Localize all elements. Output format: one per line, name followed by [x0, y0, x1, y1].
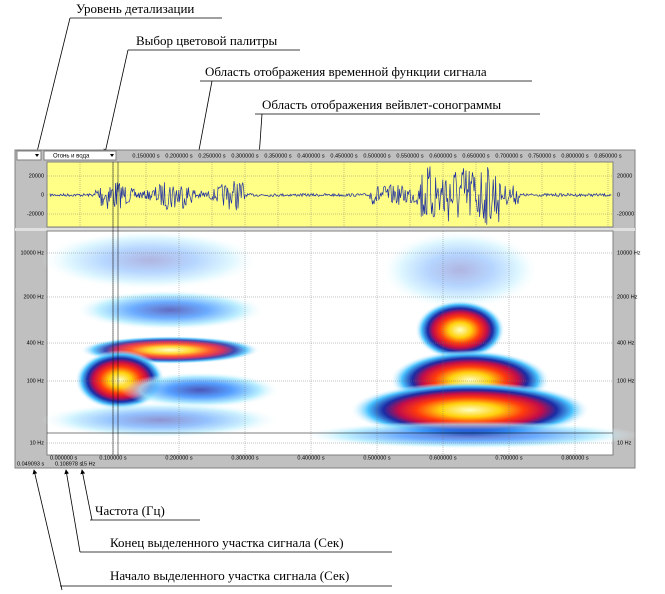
- bottom-axis-label: 0.800000 s: [561, 455, 588, 461]
- top-axis-label: 0.850000 s: [594, 153, 621, 159]
- top-axis-label: 0.200000 s: [165, 153, 192, 159]
- bottom-axis-label: 0.300000 s: [231, 455, 258, 461]
- annotation: Частота (Гц): [95, 503, 165, 518]
- signal-axis-label: 20000: [617, 173, 632, 179]
- sonogram-axis-label: 400 Hz: [27, 340, 45, 346]
- top-axis-label: 0.700000 s: [495, 153, 522, 159]
- signal-axis-label: -20000: [27, 211, 44, 217]
- top-axis-label: 0.600000 s: [429, 153, 456, 159]
- bottom-axis-label: 0.200000 s: [165, 455, 192, 461]
- signal-axis-label: 20000: [29, 173, 44, 179]
- sonogram-axis-label: 100 Hz: [27, 378, 45, 384]
- top-axis-label: 0.250000 s: [198, 153, 225, 159]
- top-axis-label: 0.150000 s: [132, 153, 159, 159]
- sonogram-axis-label: 10000 Hz: [617, 250, 641, 256]
- bottom-axis-label: 0.500000 s: [363, 455, 390, 461]
- signal-axis-label: -20000: [617, 211, 634, 217]
- palette-value: Огонь и вода: [53, 154, 90, 160]
- sonogram-axis-label: 10 Hz: [617, 440, 632, 446]
- waveform: [49, 166, 612, 225]
- bottom-axis-label: 0.600000 s: [429, 455, 456, 461]
- annotation: Область отображения вейвлет-сонограммы: [262, 97, 501, 112]
- signal-axis-label: 0: [41, 192, 44, 198]
- top-axis-label: 0.400000 s: [297, 153, 324, 159]
- sonogram-axis-label: 400 Hz: [617, 340, 635, 346]
- top-axis-label: 0.500000 s: [363, 153, 390, 159]
- sonogram-axis-label: 100 Hz: [617, 378, 635, 384]
- top-axis-label: 0.800000 s: [561, 153, 588, 159]
- top-axis-label: 0.350000 s: [264, 153, 291, 159]
- top-axis-label: 0.650000 s: [462, 153, 489, 159]
- splitter[interactable]: [15, 228, 635, 231]
- annotation: Выбор цветовой палитры: [136, 33, 277, 48]
- signal-axis-label: 0: [617, 192, 620, 198]
- annotation: Область отображения временной функции си…: [205, 64, 487, 79]
- bottom-axis-label: 0.000000 s: [50, 455, 77, 461]
- sonogram-axis-label: 2000 Hz: [617, 294, 638, 300]
- annotation: Конец выделенного участка сигнала (Сек): [110, 535, 344, 550]
- palette-dropdown[interactable]: [43, 150, 117, 161]
- detail-dropdown[interactable]: [16, 150, 42, 161]
- annotation: Начало выделенного участка сигнала (Сек): [110, 568, 349, 583]
- bottom-axis-label: 0.400000 s: [297, 455, 324, 461]
- bottom-axis-label: 0.100000 s: [99, 455, 126, 461]
- status-frequency: 15 Hz: [81, 461, 96, 467]
- top-axis-label: 0.450000 s: [330, 153, 357, 159]
- sonogram: [40, 230, 640, 449]
- sonogram-axis-label: 10000 Hz: [20, 250, 44, 256]
- annotations: [32, 17, 540, 591]
- top-axis-label: 0.550000 s: [396, 153, 423, 159]
- sonogram-axis-label: 2000 Hz: [24, 294, 45, 300]
- sonogram-axis-label: 10 Hz: [30, 440, 45, 446]
- top-axis-label: 0.750000 s: [528, 153, 555, 159]
- status-end: 0.108978 s: [55, 461, 82, 467]
- status-start: 0.049093 s: [17, 461, 44, 467]
- top-axis-label: 0.300000 s: [231, 153, 258, 159]
- annotation: Уровень детализации: [76, 1, 194, 16]
- bottom-axis-label: 0.700000 s: [495, 455, 522, 461]
